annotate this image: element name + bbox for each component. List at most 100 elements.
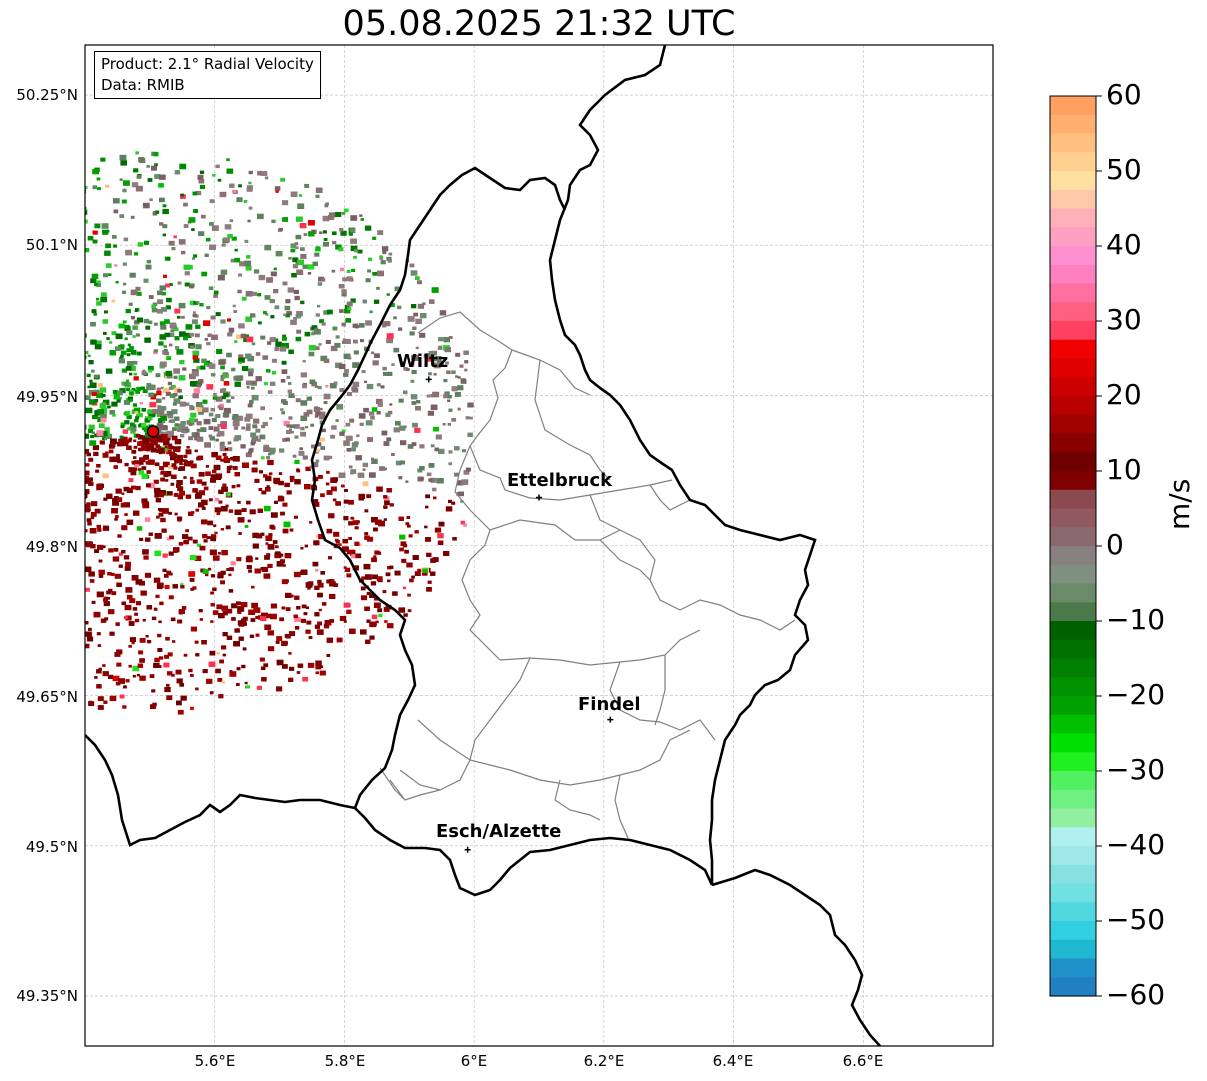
radar-echo-pixel [101,223,109,229]
radar-echo-pixel [24,443,30,448]
radar-echo-pixel [163,440,169,446]
radar-echo-pixel [213,290,219,295]
radar-echo-pixel [24,196,29,200]
radar-echo-pixel [64,317,69,321]
radar-echo-pixel [59,462,64,466]
radar-echo-pixel [135,416,140,420]
radar-echo-pixel [41,179,45,182]
radar-echo-pixel [134,618,140,623]
radar-echo-pixel [120,502,127,508]
radar-echo-pixel [372,360,379,366]
radar-echo-pixel [0,282,3,286]
radar-echo-pixel [130,427,137,432]
radar-echo-pixel [382,250,387,255]
radar-echo-pixel [15,340,20,344]
lat-label-50-1: 50.1°N [25,236,78,254]
radar-echo-pixel [433,362,441,369]
radar-echo-pixel [92,445,99,451]
radar-echo-pixel [61,451,68,456]
radar-echo-pixel [430,394,435,398]
radar-echo-pixel [109,456,117,463]
radar-echo-pixel [61,351,66,355]
radar-echo-pixel [325,385,329,388]
radar-echo-pixel [398,398,404,403]
radar-echo-pixel [51,490,56,494]
radar-echo-pixel [112,198,120,204]
radar-echo-pixel [341,322,346,327]
radar-echo-pixel [76,658,82,663]
radar-echo-pixel [123,400,130,405]
radar-echo-pixel [3,526,9,531]
radar-echo-pixel [223,381,230,386]
radar-echo-pixel [156,436,163,442]
radar-echo-pixel [413,312,419,317]
radar-echo-pixel [346,609,352,614]
radar-echo-pixel [71,221,75,224]
radar-echo-pixel [63,436,70,441]
radar-echo-pixel [90,321,96,327]
radar-echo-pixel [37,511,43,516]
radar-echo-pixel [109,695,117,702]
radar-echo-pixel [108,609,115,615]
radar-echo-pixel [35,316,40,320]
radar-echo-pixel [443,551,450,556]
radar-echo-pixel [358,323,365,328]
radar-echo-pixel [204,338,208,341]
radar-echo-pixel [323,624,330,629]
radar-echo-pixel [29,571,36,576]
radar-echo-pixel [85,478,92,484]
radar-echo-pixel [196,479,203,484]
radar-echo-pixel [151,165,157,171]
radar-echo-pixel [37,475,43,480]
radar-echo-pixel [34,286,39,290]
radar-echo-pixel [141,466,147,470]
radar-echo-pixel [102,545,106,549]
radar-echo-pixel [318,475,323,479]
radar-echo-pixel [412,326,417,330]
radar-echo-pixel [31,279,35,282]
radar-echo-pixel [467,432,473,437]
radar-echo-pixel [55,616,61,621]
radar-echo-pixel [6,370,10,373]
radar-echo-pixel [274,347,280,352]
radar-echo-pixel [27,190,33,195]
radar-echo-pixel [76,640,79,643]
radar-echo-pixel [132,335,136,338]
radar-echo-pixel [212,174,216,177]
radar-echo-pixel [76,168,82,173]
radar-echo-pixel [146,383,152,387]
radar-echo-pixel [17,314,21,318]
radar-echo-pixel [332,231,337,236]
radar-echo-pixel [318,534,325,540]
radar-echo-pixel [278,480,284,486]
radar-echo-pixel [362,468,366,471]
radar-echo-pixel [298,194,303,197]
radar-echo-pixel [251,585,255,589]
radar-echo-pixel [469,416,473,420]
radar-echo-pixel [460,520,466,525]
radar-echo-pixel [234,340,238,343]
radar-echo-pixel [451,501,456,505]
radar-echo-pixel [48,268,53,272]
radar-echo-pixel [171,409,178,415]
radar-echo-pixel [276,686,283,692]
radar-echo-pixel [14,409,19,413]
radar-echo-pixel [168,343,173,347]
radar-echo-pixel [223,458,230,463]
radar-echo-pixel [194,432,200,436]
radar-echo-pixel [267,341,272,345]
radar-echo-pixel [290,319,297,325]
radar-echo-pixel [328,455,333,459]
radar-echo-pixel [222,483,227,487]
radar-echo-pixel [133,372,137,376]
radar-echo-pixel [128,644,132,648]
radar-echo-pixel [400,541,407,546]
radar-echo-pixel [355,553,362,559]
radar-echo-pixel [157,406,165,412]
radar-echo-pixel [198,502,205,508]
radar-echo-pixel [296,216,303,222]
radar-echo-pixel [21,416,27,421]
radar-echo-pixel [71,177,77,182]
radar-echo-pixel [351,447,356,452]
radar-echo-pixel [379,255,383,258]
